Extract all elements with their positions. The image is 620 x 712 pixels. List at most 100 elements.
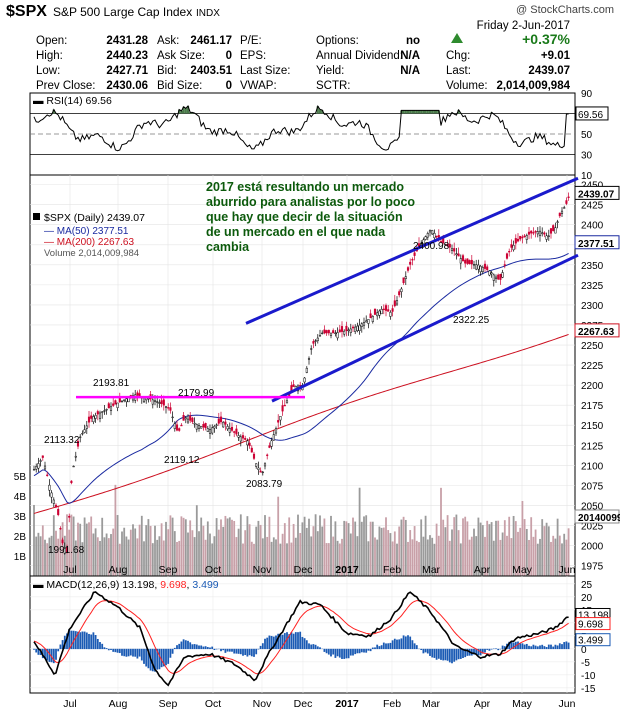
macd-histogram-bar xyxy=(272,636,275,650)
macd-histogram-bar xyxy=(215,648,218,650)
candle-body xyxy=(323,329,326,334)
macd-histogram-bar xyxy=(268,635,271,650)
candle-body xyxy=(118,397,121,403)
quote-value: 2,014,009,984 xyxy=(496,80,570,92)
candle-body xyxy=(349,328,352,333)
macd-histogram-bar xyxy=(435,648,438,660)
macd-histogram-bar xyxy=(154,648,156,672)
macd-histogram-bar xyxy=(129,648,132,656)
candle-body xyxy=(109,406,113,411)
macd-histogram-bar xyxy=(426,648,429,654)
macd-histogram-bar xyxy=(248,648,251,656)
volume-bar xyxy=(316,531,319,576)
copyright: @ StockCharts.com xyxy=(516,4,614,16)
volume-bar xyxy=(244,530,247,576)
quote-label: Prev Close: xyxy=(36,80,95,92)
price-tick-label: 2100 xyxy=(581,461,604,472)
volume-bar xyxy=(158,536,161,576)
macd-histogram-bar xyxy=(387,643,390,650)
last-price-tag xyxy=(574,185,620,200)
candle-body xyxy=(178,428,181,431)
macd-histogram-bar xyxy=(407,635,409,650)
volume-bar xyxy=(457,530,460,576)
macd-histogram-bar xyxy=(420,648,423,651)
volume-bar xyxy=(277,496,280,576)
macd-histogram-bar xyxy=(303,638,306,650)
volume-bar xyxy=(259,524,262,576)
macd-histogram-bar xyxy=(136,648,139,659)
volume-bar xyxy=(266,536,269,576)
volume-bar xyxy=(323,518,326,576)
macd-histogram-bar xyxy=(246,648,249,657)
volume-bar xyxy=(204,539,207,576)
candle-body xyxy=(448,243,451,248)
macd-histogram-bar xyxy=(477,648,480,656)
candle-body xyxy=(305,367,308,373)
candle-body xyxy=(250,447,253,453)
volume-bar xyxy=(330,515,332,576)
rsi-overbought-fill xyxy=(422,110,425,114)
macd-histogram-bar xyxy=(400,638,403,650)
macd-histogram-bar xyxy=(545,647,548,650)
last-volume-tag xyxy=(574,509,620,524)
macd-histogram-bar xyxy=(127,648,130,657)
macd-histogram-bar xyxy=(90,634,93,650)
macd-histogram-bar xyxy=(393,638,396,650)
macd-histogram-bar xyxy=(429,648,431,656)
candle-body xyxy=(197,425,201,429)
macd-histogram-bar xyxy=(341,648,343,659)
signal-last-tag-label: 9.698 xyxy=(578,620,603,631)
macd-histogram-bar xyxy=(169,648,172,658)
volume-bar xyxy=(167,529,170,576)
volume-bar xyxy=(530,517,533,576)
price-tick-label: 2000 xyxy=(581,542,604,553)
macd-month-label: Sep xyxy=(159,698,178,710)
volume-bar xyxy=(374,537,376,576)
macd-histogram-bar xyxy=(512,642,515,650)
candle-body xyxy=(186,418,190,423)
quote-value: 0 xyxy=(226,80,232,92)
macd-histogram-bar xyxy=(244,648,247,656)
volume-bar xyxy=(184,519,187,576)
macd-histogram-bar xyxy=(561,644,563,650)
macd-histogram-bar xyxy=(396,639,398,650)
macd-histogram-bar xyxy=(486,648,489,650)
macd-histogram-bar xyxy=(85,632,88,650)
histogram-last-tag-label: 3.499 xyxy=(578,636,603,647)
candle-body xyxy=(107,403,110,409)
volume-bar xyxy=(297,514,299,576)
candle-body xyxy=(244,438,247,440)
volume-bar xyxy=(523,519,526,576)
candle-body xyxy=(202,424,205,428)
candle-body xyxy=(182,415,185,421)
volume-bar xyxy=(431,537,434,576)
candle-body xyxy=(125,398,128,403)
candle-body xyxy=(503,264,506,266)
macd-histogram-bar xyxy=(222,648,225,651)
candle-body xyxy=(101,411,104,413)
volume-bar xyxy=(154,525,156,576)
candle-body xyxy=(211,427,214,434)
macd-histogram-bar xyxy=(83,631,86,650)
macd-histogram-bar xyxy=(261,643,264,650)
volume-bar xyxy=(495,520,497,576)
price-tick-label: 2200 xyxy=(581,381,604,392)
quote-label: Options: xyxy=(316,35,359,47)
price-month-label: Oct xyxy=(205,564,221,576)
price-point-label: 2119.12 xyxy=(164,455,200,466)
candle-body xyxy=(347,329,350,332)
candle-body xyxy=(334,332,337,334)
quote-value: 2461.17 xyxy=(190,35,232,47)
rsi-overbought-fill xyxy=(426,110,429,114)
macd-histogram-bar xyxy=(330,648,332,657)
candle-body xyxy=(426,233,429,238)
candle-body xyxy=(189,415,192,421)
macd-histogram-bar xyxy=(554,644,557,650)
rsi-legend: ▬ RSI(14) 69.56 xyxy=(33,95,112,107)
macd-histogram-bar xyxy=(57,648,60,652)
volume-bar xyxy=(121,531,123,576)
candle-body xyxy=(213,426,216,429)
volume-bar xyxy=(391,541,394,576)
volume-bar xyxy=(283,523,286,576)
candle-body xyxy=(505,253,509,259)
